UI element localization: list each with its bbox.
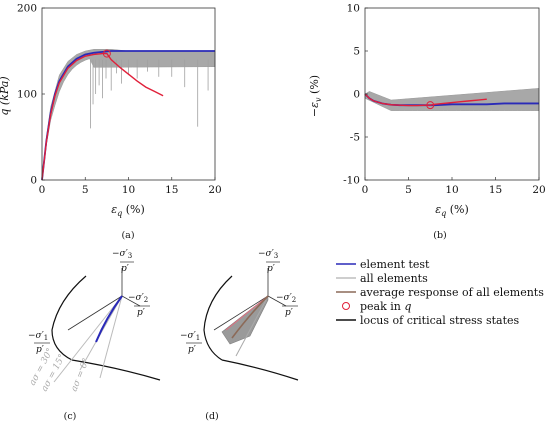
panel-c-caption: (c) [64,411,77,422]
legend-swatch-peak [342,302,350,310]
panel-a-peak-marker [102,49,111,58]
panel-a-ylabel: q (kPa) [0,76,11,115]
svg-text:p′: p′ [137,308,145,318]
panel-b-caption: (b) [433,230,447,241]
svg-text:p′: p′ [188,345,196,355]
panel-a-xtick-label: 15 [165,184,178,196]
panel-b-xtick-label: 20 [532,184,545,196]
panel-a-caption: (a) [121,230,134,241]
svg-text:p′: p′ [121,264,129,274]
panel-c-element-test-path [95,295,123,343]
panel-b-ylabel: −εv (%) [308,75,323,117]
legend-label-average: average response of all elements [360,286,544,299]
panel-b-xtick-label: 5 [405,184,412,196]
panel-a-average-line [41,52,164,181]
panel-c-lode-0 [99,295,123,379]
legend: element test all elements average respon… [336,258,544,327]
panel-b-ytick-label: 5 [353,46,360,58]
panel-c-axis1 [67,295,123,331]
panel-a-xtick-label: 10 [122,184,135,196]
panel-a-ytick-label: 200 [17,3,37,15]
panel-c-critical-locus [51,275,87,361]
panel-d-critical-locus-lower [221,359,299,381]
panel-d-critical-locus [203,275,233,361]
panel-c-axis2 [121,295,141,307]
svg-text:−σ′1: −σ′1 [180,331,200,342]
panel-a-ytick-label: 100 [17,89,37,101]
panel-a-frame [41,7,216,181]
panel-d-element-path [225,295,269,331]
svg-text:p′: p′ [285,308,293,318]
svg-text:p′: p′ [267,264,275,274]
panel-a-all-elements-band [41,49,216,181]
svg-text:p′: p′ [36,345,44,355]
panel-b-ytick-label: -10 [343,175,360,187]
panel-b-xtick-label: 15 [489,184,502,196]
panel-b-all-elements-area [364,88,540,111]
panel-c-deviatoric-plane: −σ′3 p′ −σ′2 p′ −σ′1 p′ aσ = 30° aσ = 15… [28,249,161,422]
panel-d-spread-line [235,299,267,357]
panel-b-chart: 0 5 10 15 20 -10 -5 0 5 10 −εv (%) εq (%) (b) [308,3,546,242]
panel-d-caption: (d) [205,411,219,422]
panel-c-axis3-label: −σ′3 [112,249,132,260]
panel-b-ytick-label: -5 [350,132,360,144]
panel-c-axis2-label: −σ′2 [128,293,148,304]
svg-text:−σ′3: −σ′3 [258,249,278,260]
panel-b-xtick-label: 10 [445,184,458,196]
panel-c-lode-label-0: aσ = 0° [70,357,92,393]
panel-a-xlabel: εq (%) [111,203,145,218]
panel-c-lode-30 [53,295,123,383]
panel-a-xtick-label: 5 [82,184,89,196]
panel-b-peak-marker [426,101,435,110]
svg-text:−σ′2: −σ′2 [276,293,296,304]
panel-b-ytick-label: 0 [353,89,360,101]
panel-b-average-line [364,93,487,107]
panel-c-critical-locus-lower [71,359,161,381]
panel-a-xtick-label: 0 [39,184,46,196]
panel-c-axis1-label: −σ′1 [28,331,48,342]
panel-d-average-path [231,295,269,339]
legend-label-critical-locus: locus of critical stress states [360,314,520,327]
panel-b-xtick-label: 0 [362,184,369,196]
legend-label-all-elements: all elements [360,272,428,285]
panel-b-ytick-label: 10 [347,3,360,15]
panel-a-xtick-label: 20 [208,184,221,196]
legend-label-element-test: element test [360,258,430,271]
panel-d-deviatoric-plane: −σ′3 p′ −σ′2 p′ −σ′1 p′ (d) [180,249,299,422]
panel-b-xlabel: εq (%) [435,203,469,218]
panel-b-all-elements-band [364,88,540,111]
legend-label-peak: peak in q [360,300,411,313]
panel-a-ytick-label: 0 [30,175,37,187]
